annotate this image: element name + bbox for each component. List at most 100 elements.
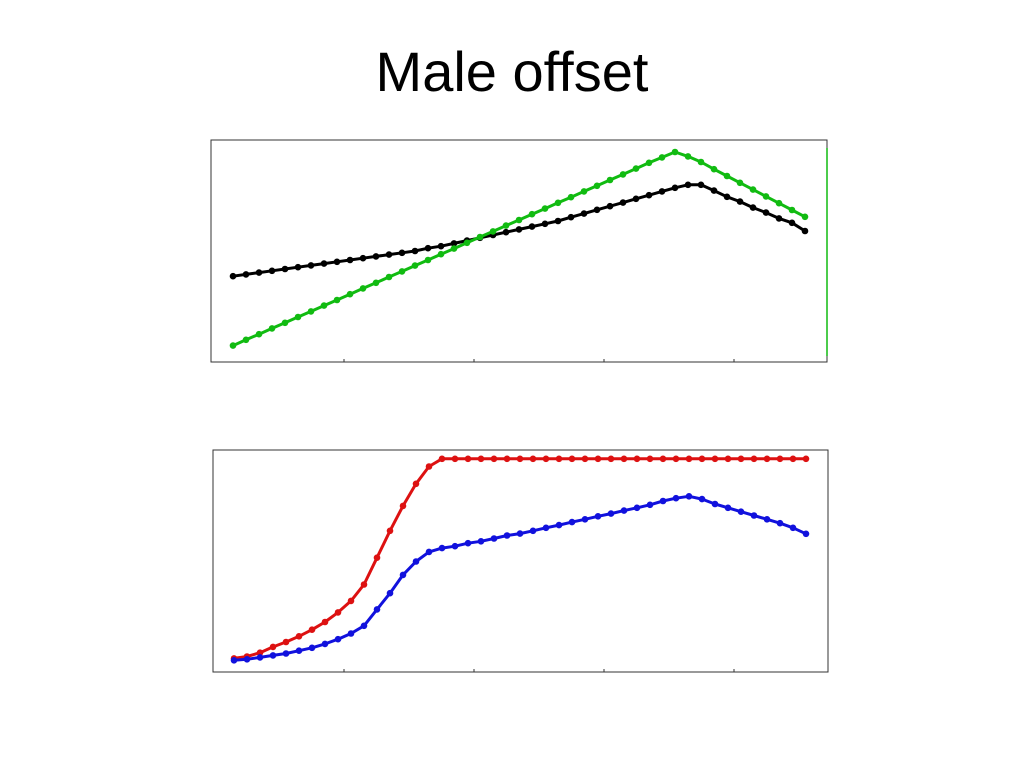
series-line-blue [233,494,807,662]
data-point-black [606,202,614,210]
data-point-blue [620,507,628,514]
chart-top [210,139,828,363]
data-point-black [346,256,354,264]
data-point-black [359,254,367,262]
data-point-green [554,199,562,207]
data-point-red [256,649,264,656]
data-point-black [385,251,393,258]
data-point-black [372,253,380,260]
data-point-blue [451,542,459,550]
data-point-blue [308,644,316,652]
data-point-green [541,205,549,212]
data-point-black [515,226,523,233]
data-point-green [684,153,692,160]
data-point-black [268,267,276,275]
data-point-red [321,618,329,626]
data-point-black [593,206,601,214]
data-point-black [281,265,289,273]
data-point-green [580,188,588,195]
data-point-green [775,199,783,207]
data-point-black [658,188,666,195]
data-point-black [801,227,809,235]
data-point-red [438,455,446,463]
data-point-black [320,260,328,267]
data-point-black [697,181,705,189]
data-point-red [711,455,719,463]
data-point-green [801,213,809,221]
data-point-black [294,263,302,271]
data-point-red [464,455,472,463]
page-title: Male offset [375,40,649,103]
data-point-blue [464,539,472,547]
data-point-blue [243,656,251,663]
data-point-green [346,290,354,298]
data-point-blue [646,501,654,509]
data-point-green [268,325,276,332]
data-point-black [554,217,562,225]
data-point-red [698,455,706,463]
series-line-red [233,457,806,660]
data-point-red [555,455,563,463]
data-point-blue [438,544,446,552]
data-point-blue [594,513,602,520]
data-point-green [385,273,393,281]
data-point-black [307,262,315,269]
data-point-green [736,179,744,187]
data-point-black [450,240,458,247]
data-point-blue [555,521,563,529]
data-point-red [542,455,550,463]
data-point-green [359,285,367,292]
data-point-red [685,455,693,463]
data-point-green [593,182,601,190]
data-point-blue [568,518,576,526]
data-point-blue [412,558,420,565]
data-point-blue [581,516,589,523]
data-point-blue [724,504,732,512]
data-point-green [502,222,510,229]
data-point-red [568,455,576,463]
data-point-green [242,336,250,344]
data-point-black [411,247,419,255]
data-point-red [802,455,810,463]
data-point-green [489,228,497,235]
data-point-black [723,193,731,201]
data-point-green [645,159,653,167]
data-point-black [749,204,757,211]
data-point-red [269,643,277,651]
data-point-red [360,581,368,588]
data-point-blue [503,532,511,539]
data-point-red [399,502,407,510]
data-point-blue [802,530,810,538]
data-point-red [529,455,537,463]
data-point-red [646,455,654,463]
data-point-blue [386,589,394,597]
data-point-blue [776,519,784,527]
data-point-black [645,191,653,199]
data-point-green [398,268,406,275]
data-point-blue [360,622,368,630]
data-point-blue [321,640,329,648]
data-point-black [255,269,263,276]
data-point-green [463,239,471,247]
data-point-red [425,463,433,470]
data-point-red [789,455,797,463]
data-point-red [503,455,511,463]
data-point-red [672,455,680,463]
data-point-blue [750,512,758,519]
data-point-black [710,187,718,194]
data-point-green [619,171,627,178]
data-point-green [320,302,328,309]
data-point-red [620,455,628,463]
data-point-green [281,319,289,327]
data-point-green [515,216,523,224]
data-point-red [659,455,667,463]
data-point-black [567,213,575,221]
data-point-green [762,193,770,200]
data-point-red [334,609,342,616]
data-point-green [255,330,263,338]
data-point-blue [490,535,498,542]
data-point-red [750,455,758,463]
data-point-blue [399,571,407,579]
data-point-green [723,172,731,180]
